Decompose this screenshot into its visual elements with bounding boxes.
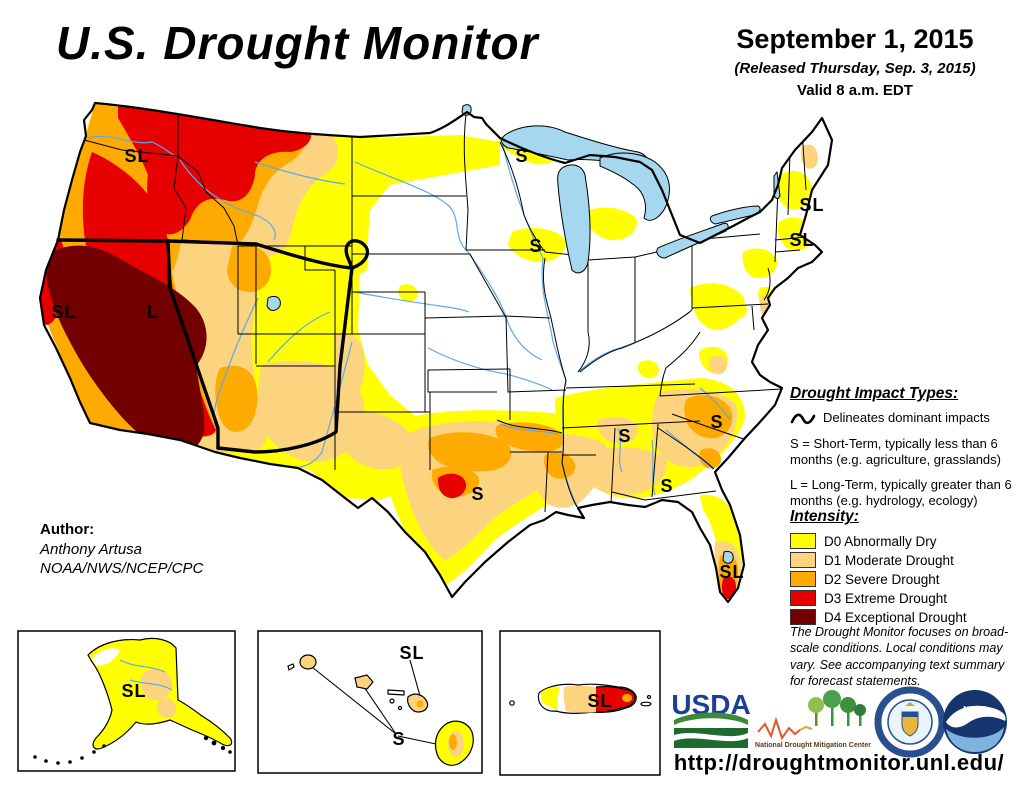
intensity-heading: Intensity: — [790, 508, 859, 525]
d2-label: D2 Severe Drought — [824, 571, 940, 587]
d0-swatch — [790, 533, 816, 549]
impact-label: S — [660, 476, 673, 496]
impact-label: SL — [124, 146, 149, 166]
impact-label: SL — [587, 691, 612, 711]
drought-monitor-url: http://droughtmonitor.unl.edu/ — [673, 750, 1005, 775]
author-heading: Author: — [40, 521, 95, 538]
author-block: Author: Anthony Artusa NOAA/NWS/NCEP/CPC — [40, 520, 203, 579]
impact-boundary-lines — [56, 238, 370, 454]
map-date: September 1, 2015 — [736, 24, 974, 54]
impact-label: SL — [121, 681, 146, 701]
author-name: Anthony Artusa — [40, 540, 143, 558]
impact-label: SL — [51, 302, 76, 322]
commerce-seal — [874, 686, 946, 758]
legend-row-d3: D3 Extreme Drought — [790, 590, 1024, 606]
impact-label: S — [392, 729, 405, 749]
d1-swatch — [790, 552, 816, 568]
usda-logo: USDA — [671, 689, 751, 748]
impact-types-legend: Drought Impact Types: Delineates dominan… — [790, 384, 1024, 519]
ndmc-logo: National Drought Mitigation Center — [755, 690, 871, 749]
author-org: NOAA/NWS/NCEP/CPC — [40, 560, 204, 577]
d4-swatch — [790, 609, 816, 625]
d0-label: D0 Abnormally Dry — [824, 533, 937, 549]
impact-label: S — [529, 236, 542, 256]
page-title: U.S. Drought Monitor — [56, 17, 539, 69]
d4-label: D4 Exceptional Drought — [824, 609, 967, 625]
impact-label: S — [515, 146, 528, 166]
impact-label: SL — [719, 562, 744, 582]
conus-map: SL SL L S S S S S S SL SL SL — [38, 101, 834, 604]
d3-swatch — [790, 590, 816, 606]
impact-label: S — [710, 412, 723, 432]
long-term-definition: L = Long-Term, typically greater than 6 … — [790, 477, 1012, 509]
impact-label: S — [618, 426, 631, 446]
d2-swatch — [790, 571, 816, 587]
state-borders — [57, 108, 807, 513]
impact-label: S — [471, 484, 484, 504]
impact-label: SL — [399, 643, 424, 663]
noaa-logo: NOAA — [943, 690, 1007, 754]
valid-time: Valid 8 a.m. EDT — [797, 82, 913, 99]
impact-label: SL — [789, 230, 814, 250]
short-term-definition: S = Short-Term, typically less than 6 mo… — [790, 435, 1001, 467]
delineation-curve-icon — [790, 413, 816, 425]
disclaimer-text: The Drought Monitor focuses on broad-sca… — [790, 625, 1009, 688]
noaa-wordmark: NOAA — [963, 705, 987, 714]
puerto-rico-inset: SL — [499, 630, 661, 776]
drought-region-d4 — [46, 245, 207, 454]
alaska-inset: SL — [17, 630, 236, 772]
legend-row-d2: D2 Severe Drought — [790, 571, 1024, 587]
rivers — [87, 135, 731, 509]
impact-label: SL — [799, 195, 824, 215]
impact-label: L — [147, 302, 159, 322]
map-labels: SL SL L S S S S S S SL SL SL — [51, 146, 824, 582]
ndmc-trees-icon — [808, 690, 866, 726]
legend-row-d1: D1 Moderate Drought — [790, 552, 1024, 568]
intensity-legend: Intensity: D0 Abnormally Dry D1 Moderate… — [790, 508, 1024, 628]
hawaii-inset: SL S — [257, 630, 483, 774]
date-block: September 1, 2015 (Released Thursday, Se… — [688, 24, 1022, 99]
legend-row-d4: D4 Exceptional Drought — [790, 609, 1024, 625]
delineates-text: Delineates dominant impacts — [823, 410, 990, 426]
release-date: (Released Thursday, Sep. 3, 2015) — [734, 60, 976, 77]
d1-label: D1 Moderate Drought — [824, 552, 954, 568]
legend-row-d0: D0 Abnormally Dry — [790, 533, 1024, 549]
aleutian-islands — [33, 735, 232, 765]
impact-types-heading: Drought Impact Types: — [790, 385, 959, 402]
d3-label: D3 Extreme Drought — [824, 590, 948, 606]
ndmc-caption: National Drought Mitigation Center — [755, 742, 871, 749]
